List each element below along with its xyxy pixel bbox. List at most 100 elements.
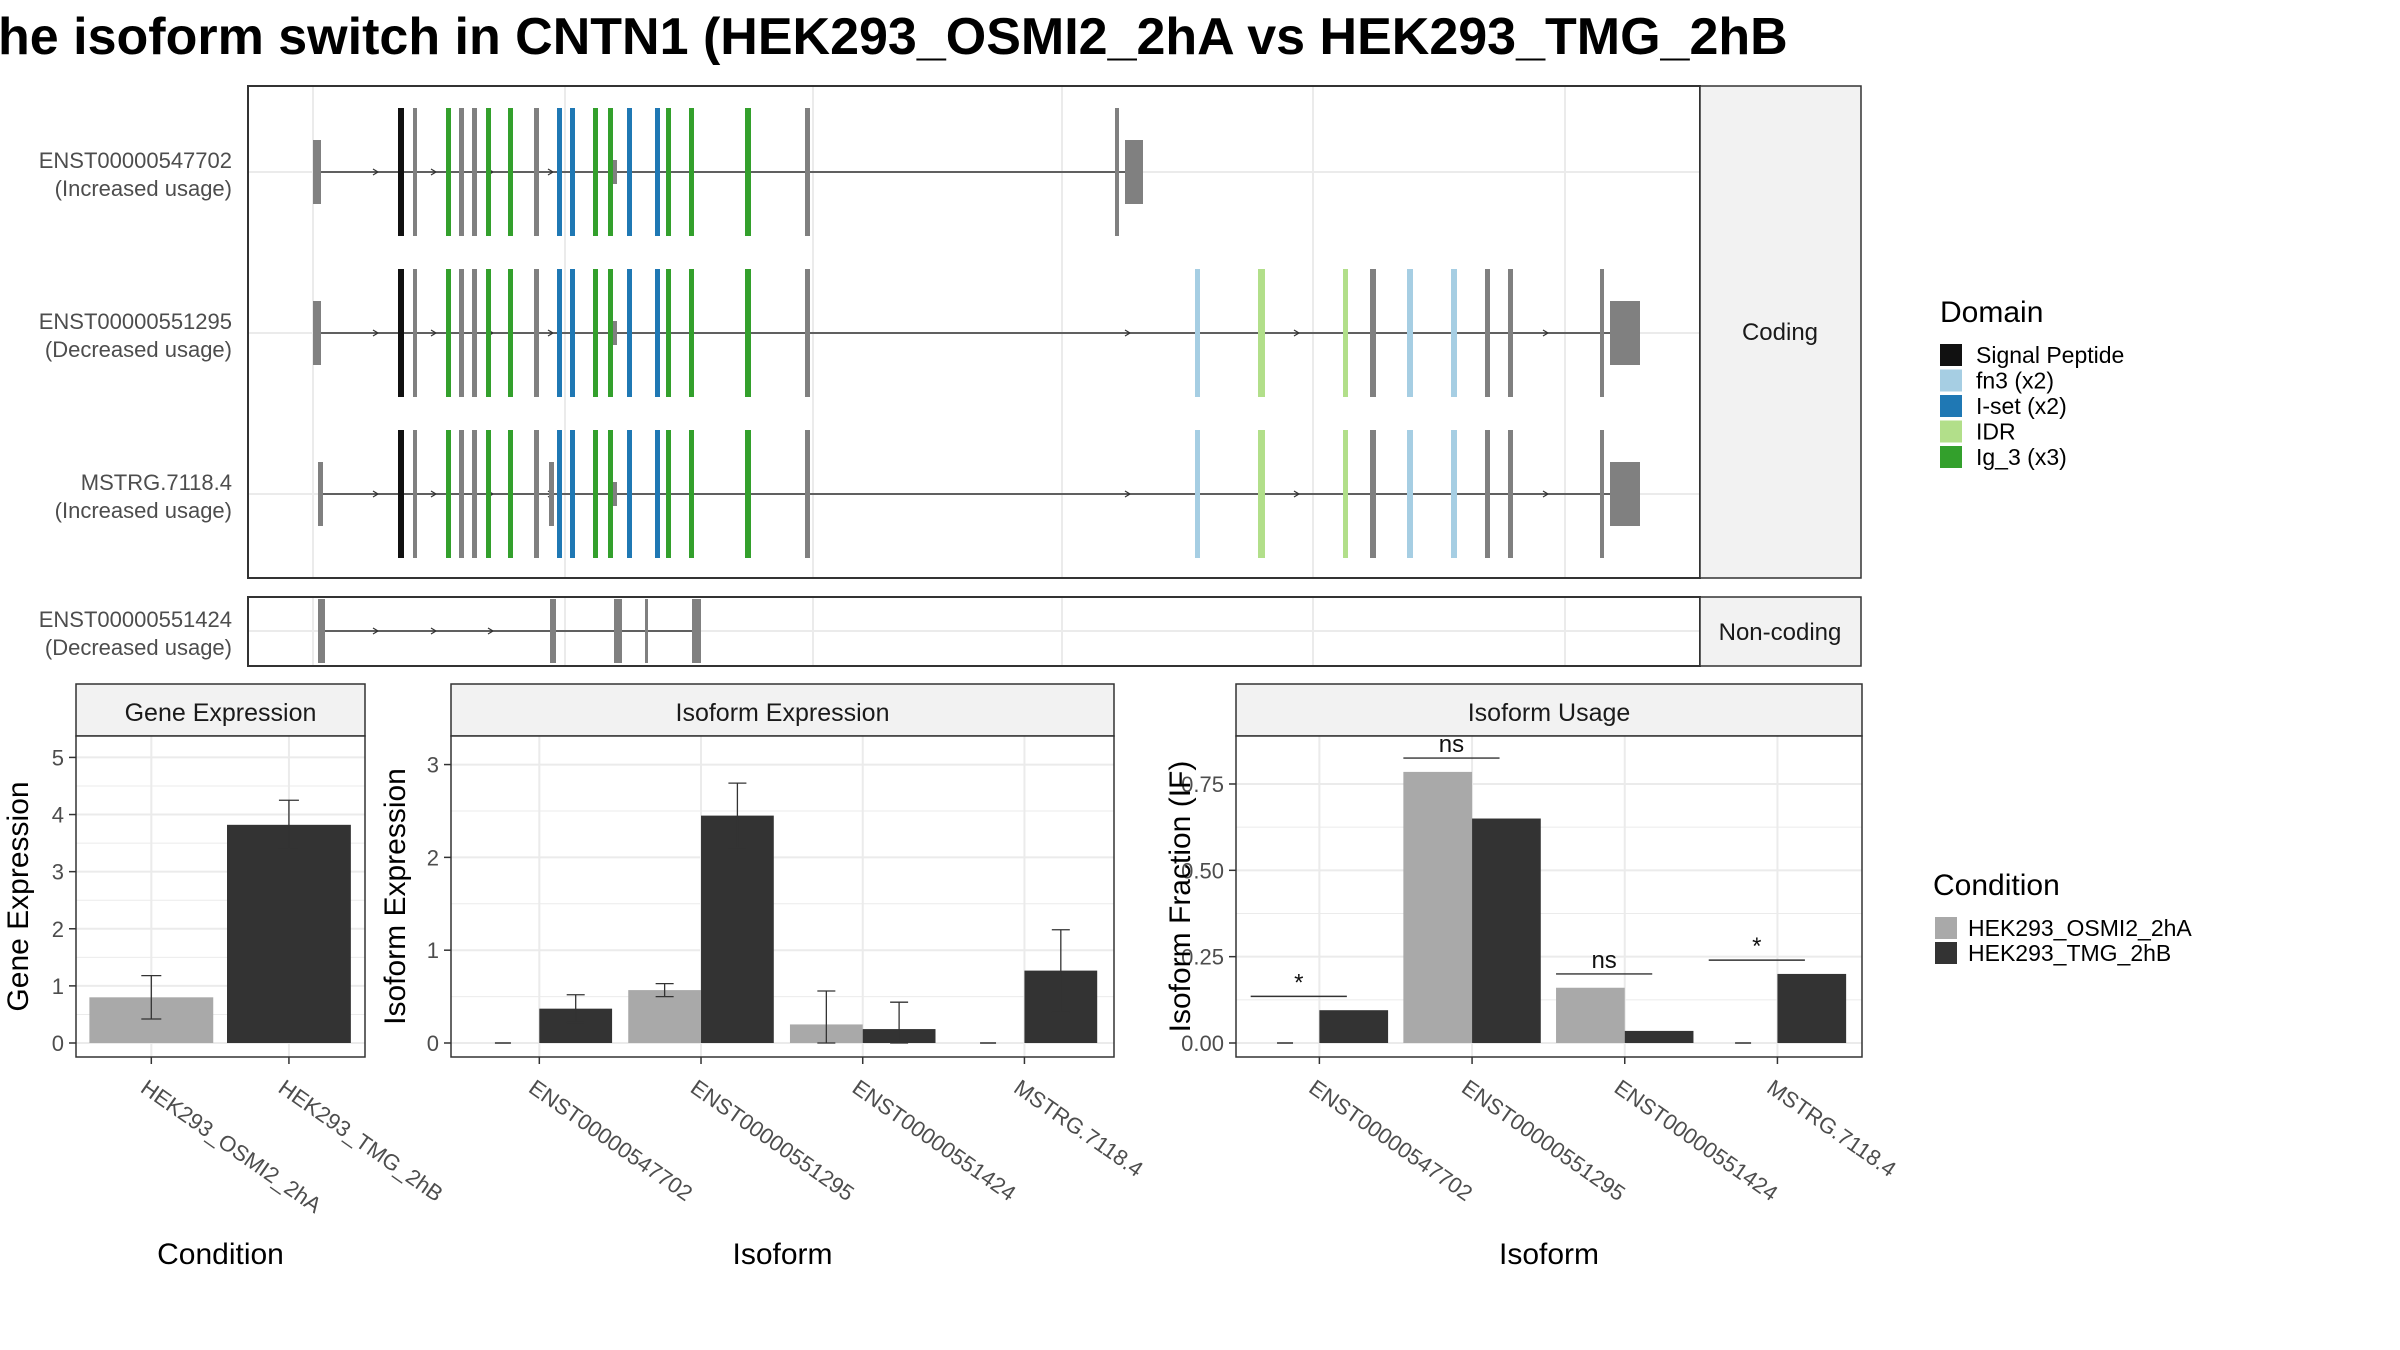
domain-legend-title: Domain [1940,296,2043,329]
isoform-id-label: MSTRG.7118.4 [81,470,232,495]
exon-coding [593,108,598,236]
exon-coding [557,269,562,397]
exon-coding [1485,269,1490,397]
exon-coding [1451,430,1457,558]
exon-coding [1508,269,1513,397]
panel-border [1235,735,1863,1058]
domain-legend-swatch [1940,344,1962,366]
y-tick-label: 0.00 [1181,1031,1224,1056]
domain-legend-swatch [1940,446,1962,468]
y-tick-label: 4 [52,803,64,828]
x-tick-label: ENST00000547702 [1305,1075,1478,1206]
facet-label-coding: Coding [1742,319,1818,346]
isoform-usage-label: (Increased usage) [55,498,232,523]
exon-coding [1508,430,1513,558]
error-bar [655,982,674,998]
intron-arrow [430,329,438,337]
exon-3utr [1610,301,1640,365]
exon-coding [666,269,671,397]
isoform-id-label: ENST00000547702 [39,148,232,173]
exon-coding [666,430,671,558]
exon-coding [1343,430,1348,558]
exon [549,462,554,526]
x-axis-title: Condition [157,1238,284,1271]
y-tick-label: 0 [52,1031,64,1056]
exon-coding [608,430,613,558]
significance-label: ns [1591,947,1616,974]
panel-title: Isoform Expression [676,699,890,727]
exon [692,599,701,663]
isoform-usage-label: (Increased usage) [55,176,232,201]
bar-cond-a [1556,987,1625,1043]
exon-coding [1370,269,1376,397]
isoform-id-label: ENST00000551424 [39,607,232,632]
domain-legend-swatch [1940,395,1962,417]
figure-title: he isoform switch in CNTN1 (HEK293_OSMI2… [0,8,1788,66]
exon-coding [1451,269,1457,397]
intron-arrow [547,329,555,337]
exon-coding [1195,269,1200,397]
y-tick-label: 1 [427,938,439,963]
bar-cond-b [1319,1010,1389,1043]
gene-structure-panel: ENST00000547702 (Increased usage) ENST0000… [39,85,1862,667]
isoform-usage-label: (Decreased usage) [45,635,232,660]
isoform-row: ENST00000551295 (Decreased usage) [39,309,232,362]
exon [550,599,556,663]
exon-coding [1407,430,1413,558]
facet-strip-noncoding [1699,596,1862,667]
panel-border [75,735,366,1058]
exon-coding [1370,430,1376,558]
condition-legend-label: HEK293_TMG_2hB [1968,940,2171,966]
x-axis-title: Isoform [1499,1238,1599,1271]
domain-legend-label: I-set (x2) [1976,393,2067,419]
x-tick-label: ENST00000551424 [848,1075,1021,1206]
exon-coding [446,269,451,397]
exon-coding [472,269,477,397]
exon-coding [805,108,810,236]
exon-coding [1258,269,1265,397]
error-bar [278,799,299,850]
x-tick-label: MSTRG.7118.4 [1763,1075,1901,1182]
y-tick-label: 0 [427,1031,439,1056]
y-tick-label: 2 [427,845,439,870]
intron-arrow [547,168,555,176]
bar-cond-a [628,990,702,1043]
exon-coding [608,269,613,397]
bar-cond-a [1403,771,1473,1043]
error-bar [890,1001,909,1044]
exon-coding [689,108,694,236]
exon-coding [593,269,598,397]
exon-coding [486,269,491,397]
condition-legend-title: Condition [1933,869,2060,902]
isoform-usage-label: (Decreased usage) [45,337,232,362]
domain-legend-label: IDR [1976,419,2016,445]
exon-coding [805,269,810,397]
intron-arrow [487,627,495,635]
exon [645,599,648,663]
exon-coding [1115,108,1119,236]
exon-coding [689,269,694,397]
condition-legend-label: HEK293_OSMI2_2hA [1968,915,2192,941]
intron-arrow [1124,490,1132,498]
significance-label: * [1294,969,1303,996]
x-tick-label: ENST00000551295 [1457,1075,1630,1206]
exon-coding [472,430,477,558]
intron-arrow [1293,329,1301,337]
exon-coding [486,108,491,236]
exon-coding [398,430,404,558]
domain-legend-label: fn3 (x2) [1976,368,2054,394]
intron-arrow [372,168,380,176]
y-tick-label: 3 [427,753,439,778]
exon-coding [1600,430,1604,558]
domain-legend-swatch [1940,369,1962,392]
facet-label-noncoding: Non-coding [1719,619,1842,646]
y-tick-label: 0.25 [1181,945,1224,970]
y-tick-label: 5 [52,745,64,770]
y-tick-label: 0.50 [1181,858,1224,883]
exon-coding [655,430,660,558]
domain-legend-label: Ig_3 (x3) [1976,444,2067,470]
exon-coding [655,108,660,236]
exon-coding [593,430,598,558]
exon-coding [627,108,632,236]
